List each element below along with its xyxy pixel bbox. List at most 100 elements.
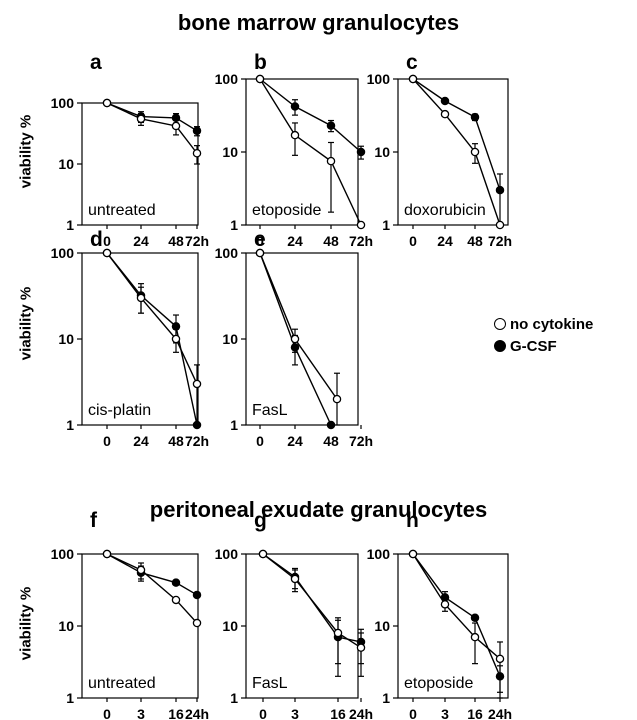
panel-c-no-cytokine-point <box>495 220 505 230</box>
panel-c-x-tick-label: 24 <box>437 233 453 249</box>
panel-h-no-cytokine-point <box>408 549 418 559</box>
panel-a-no-cytokine-point <box>136 114 146 124</box>
panel-b-x-tick-label: 72h <box>349 233 373 249</box>
panel-a-no-cytokine-point <box>192 149 202 158</box>
panel-g-x-tick-label: 24h <box>349 706 373 720</box>
panel-a-y-tick-label: 10 <box>58 156 74 172</box>
panel-e-x-tick-label: 0 <box>256 433 264 449</box>
panel-d-y-tick-label: 100 <box>51 245 75 261</box>
panel-c-g-csf-line <box>412 78 501 191</box>
panel-b-no-cytokine-point <box>356 220 366 230</box>
panel-f-y-tick-label: 100 <box>51 546 75 562</box>
panel-e-no-cytokine-point <box>332 394 342 404</box>
panel-d-plot-frame <box>81 252 199 426</box>
panel-a-x-tick-label: 24 <box>133 233 149 249</box>
panel-f-x-tick-label: 24h <box>185 706 209 720</box>
panel-b-x-tick-label: 24 <box>287 233 303 249</box>
panel-e-x-tick-label: 72h <box>349 433 373 449</box>
panel-d-y-tick-label: 1 <box>66 417 74 433</box>
panel-b-annotation: etoposide <box>252 202 321 219</box>
panel-e-g-csf-point <box>326 420 336 430</box>
panel-d-x-tick-label: 48 <box>168 433 184 449</box>
top-section-title: bone marrow granulocytes <box>177 10 460 35</box>
panel-g-y-tick-label: 10 <box>222 618 238 634</box>
panel-a-g-csf-point <box>192 126 202 136</box>
panel-h-x-tick-label: 24h <box>488 706 512 720</box>
panel-h-letter: h <box>406 509 419 532</box>
panel-b-no-cytokine-point <box>326 156 336 166</box>
panel-c-letter: c <box>406 51 418 74</box>
panel-c-x-tick-label: 0 <box>409 233 417 249</box>
open-circle-marker-icon <box>494 318 506 330</box>
panel-b-g-csf-point <box>290 102 300 111</box>
panel-e-y-tick-label: 10 <box>222 331 238 347</box>
panel-g-annotation: FasL <box>252 675 288 692</box>
panel-g-no-cytokine-point <box>258 549 268 559</box>
panel-c-x-tick-label: 72h <box>488 233 512 249</box>
panel-c-g-csf-point <box>470 112 480 122</box>
panel-a-no-cytokine-line <box>106 102 198 154</box>
panel-h-y-tick-label: 10 <box>374 618 390 634</box>
panel-g-g-csf-line <box>262 553 362 643</box>
panel-c-no-cytokine-line <box>412 78 501 226</box>
panel-d-annotation: cis-platin <box>88 402 151 419</box>
panel-d-y-tick-label: 10 <box>58 331 74 347</box>
panel-g-y-tick-label: 1 <box>230 690 238 706</box>
panel-a-y-tick-label: 100 <box>51 95 75 111</box>
panel-g-letter: g <box>254 509 267 532</box>
panel-a-g-csf-line <box>106 102 198 132</box>
panel-f-g-csf-line <box>106 553 198 596</box>
panel-c-no-cytokine-point <box>408 74 418 84</box>
panel-h-no-cytokine-point <box>440 600 450 609</box>
panel-f-no-cytokine-line <box>106 553 198 624</box>
panel-b-letter: b <box>254 51 267 74</box>
panel-h-no-cytokine-point <box>470 632 480 642</box>
panel-a-x-tick-label: 72h <box>185 233 209 249</box>
panel-b-no-cytokine-point <box>255 74 265 84</box>
panel-d-g-csf-line <box>106 252 198 426</box>
panel-e-x-tick-label: 48 <box>323 433 339 449</box>
panel-e-x-tick-label: 24 <box>287 433 303 449</box>
panel-f-no-cytokine-point <box>171 595 181 605</box>
panel-a-no-cytokine-point <box>171 121 181 131</box>
panel-b-y-tick-label: 100 <box>215 71 239 87</box>
panel-c-no-cytokine-point <box>440 109 450 119</box>
panel-b-x-tick-label: 48 <box>323 233 339 249</box>
panel-e-annotation: FasL <box>252 402 288 419</box>
panel-e-letter: e <box>254 228 266 251</box>
panel-b-g-csf-line <box>259 78 362 153</box>
panel-b-y-tick-label: 1 <box>230 217 238 233</box>
panel-d-no-cytokine-point <box>136 293 146 303</box>
panel-a-annotation: untreated <box>88 202 156 219</box>
panel-c-x-tick-label: 48 <box>467 233 483 249</box>
panel-h-y-tick-label: 1 <box>382 690 390 706</box>
panel-h-x-tick-label: 0 <box>409 706 417 720</box>
panel-d-no-cytokine-point <box>192 379 202 389</box>
panel-d-no-cytokine-point <box>171 334 181 344</box>
panel-b-g-csf-point <box>326 121 336 130</box>
panel-c-no-cytokine-point <box>470 147 480 157</box>
filled-circle-marker-icon <box>494 340 506 352</box>
panel-f-y-tick-label: 1 <box>66 690 74 706</box>
legend: no cytokine G-CSF <box>494 313 593 357</box>
panel-a-no-cytokine-point <box>102 98 112 108</box>
panel-f-annotation: untreated <box>88 675 156 692</box>
panel-a-x-tick-label: 0 <box>103 233 111 249</box>
panel-c-y-tick-label: 10 <box>374 144 390 160</box>
panel-c-g-csf-point <box>440 96 450 106</box>
panel-g-no-cytokine-line <box>262 553 362 649</box>
panel-f-x-tick-label: 0 <box>103 706 111 720</box>
panel-d-x-tick-label: 24 <box>133 433 149 449</box>
panel-f-no-cytokine-point <box>102 549 112 559</box>
panel-f-letter: f <box>90 509 98 532</box>
panel-a-x-tick-label: 48 <box>168 233 184 249</box>
panel-f-g-csf-point <box>171 578 181 587</box>
panel-c-g-csf-point <box>495 185 505 195</box>
panel-e-no-cytokine-point <box>290 334 300 344</box>
panel-f-x-tick-label: 3 <box>137 706 145 720</box>
panel-f-no-cytokine-point <box>136 565 146 575</box>
panel-h-g-csf-line <box>412 553 501 677</box>
panel-c-y-tick-label: 1 <box>382 217 390 233</box>
legend-item-g-csf: G-CSF <box>494 335 593 357</box>
